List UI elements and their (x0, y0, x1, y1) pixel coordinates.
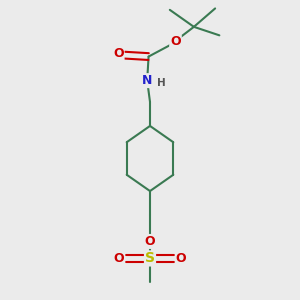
Text: S: S (145, 251, 155, 266)
Text: O: O (113, 252, 124, 265)
Text: O: O (113, 47, 124, 60)
Text: O: O (170, 35, 181, 48)
Text: O: O (176, 252, 187, 265)
Text: N: N (142, 74, 152, 87)
Text: H: H (157, 78, 166, 88)
Text: O: O (145, 235, 155, 248)
